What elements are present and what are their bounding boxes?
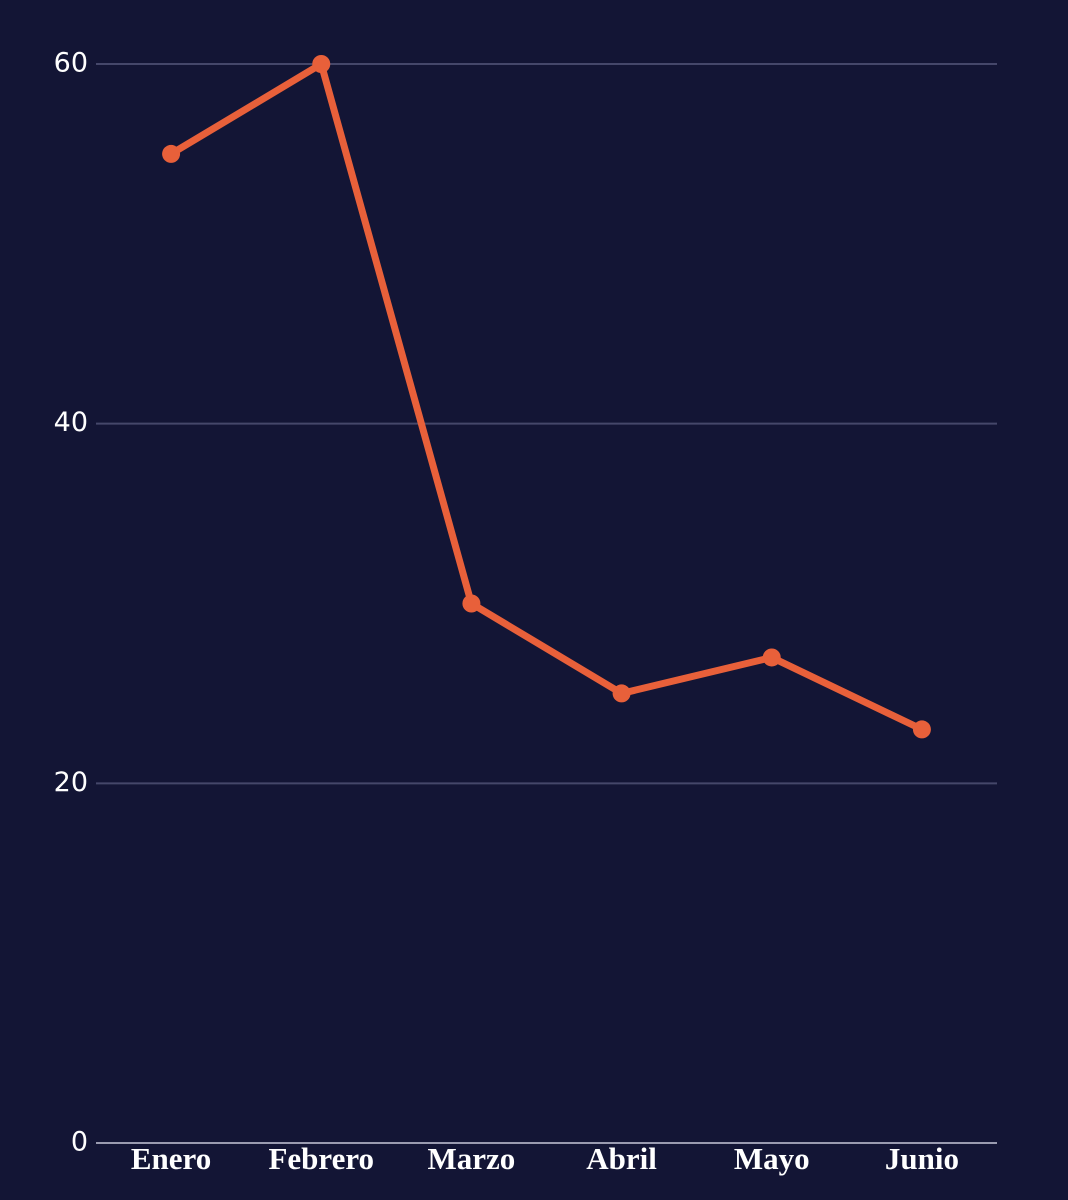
data-point [762, 648, 781, 667]
y-tick-label: 40 [54, 407, 88, 438]
y-tick-label: 20 [54, 767, 88, 798]
data-point [912, 720, 931, 739]
data-point [462, 594, 481, 613]
y-tick-label: 0 [71, 1127, 88, 1158]
data-line [167, 60, 926, 733]
data-point [162, 144, 181, 163]
y-tick-label: 60 [54, 48, 88, 79]
x-tick-label: Febrero [268, 1141, 374, 1176]
x-tick-label: Enero [131, 1141, 211, 1176]
data-point [612, 684, 631, 703]
x-tick-label: Marzo [428, 1141, 516, 1176]
x-tick-label: Mayo [734, 1141, 810, 1176]
x-tick-label: Junio [885, 1141, 959, 1176]
x-tick-label: Abril [586, 1141, 657, 1176]
data-point [312, 55, 331, 73]
